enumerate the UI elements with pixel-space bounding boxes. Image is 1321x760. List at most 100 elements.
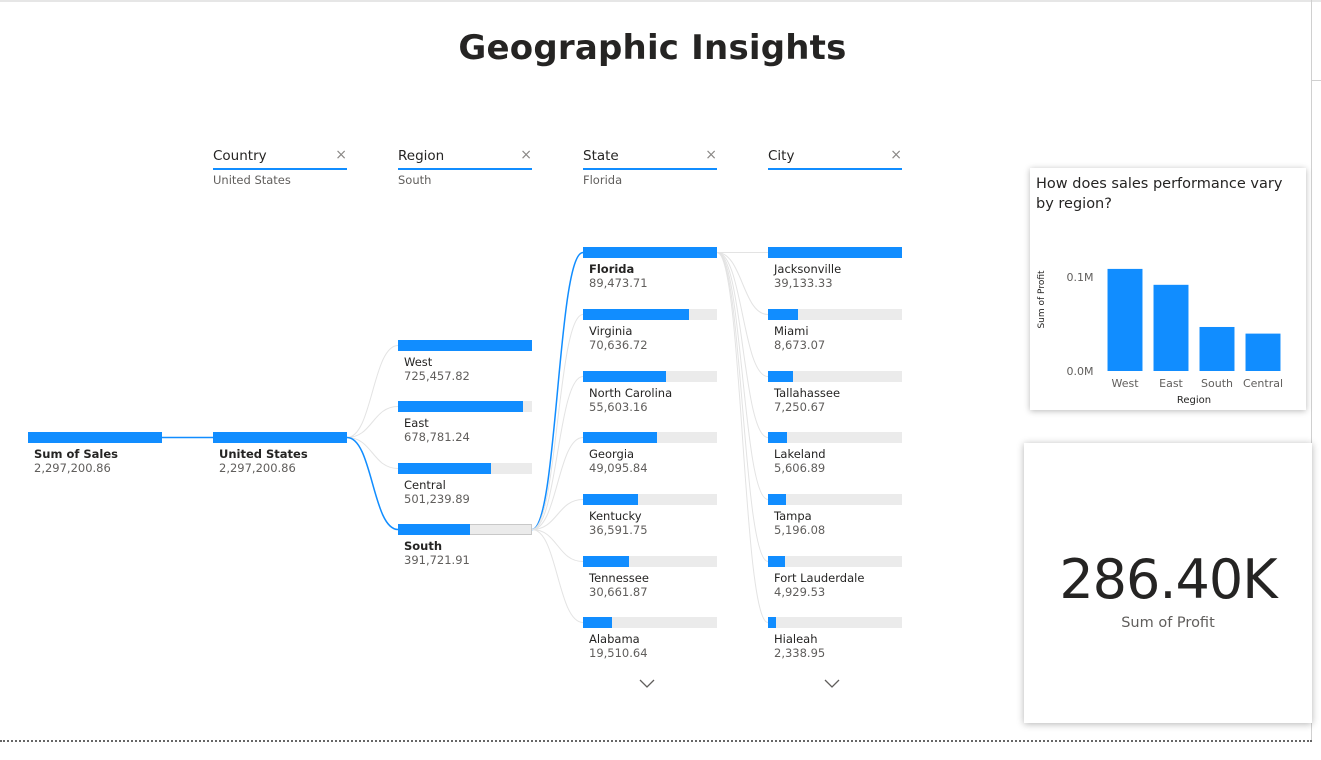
bar-fill (768, 432, 787, 443)
city-node[interactable]: Hialeah 2,338.95 (768, 617, 902, 660)
bar-track (768, 432, 902, 443)
node-value: 2,338.95 (774, 646, 826, 660)
level-selected: South (398, 173, 432, 187)
bar-chart: 0.0M 0.1M Sum of Profit West East South Centra… (1037, 268, 1283, 406)
y-axis-label: Sum of Profit (1037, 270, 1047, 329)
chevron-down-icon[interactable] (823, 677, 841, 689)
bar-east[interactable] (1153, 284, 1189, 371)
connector (716, 252, 769, 315)
city-node[interactable]: Fort Lauderdale 4,929.53 (768, 556, 902, 599)
level-header-country[interactable]: Country × United States (213, 147, 347, 188)
connector (716, 252, 769, 500)
city-node[interactable]: Jacksonville 39,133.33 (768, 247, 902, 290)
connector (716, 252, 769, 562)
bar-track (768, 494, 902, 505)
city-node[interactable]: Tampa 5,196.08 (768, 494, 902, 537)
region-node[interactable]: West 725,457.82 (398, 340, 532, 383)
region-profit-chart-card[interactable]: How does sales performance vary by regio… (1030, 168, 1306, 410)
node-label: United States (219, 447, 308, 461)
level-selected: Florida (583, 173, 623, 187)
state-node[interactable]: Florida 89,473.71 (583, 247, 717, 290)
x-tick-label: West (1111, 377, 1139, 390)
root-node[interactable]: Sum of Sales 2,297,200.86 (28, 432, 162, 475)
top-border (0, 0, 1321, 2)
node-label: Kentucky (589, 509, 642, 523)
close-icon[interactable]: × (705, 147, 717, 163)
node-value: 30,661.87 (589, 585, 648, 599)
node-label: West (404, 355, 433, 369)
level-title: Region (398, 148, 445, 164)
state-node[interactable]: Tennessee 30,661.87 (583, 556, 717, 599)
state-node[interactable]: Kentucky 36,591.75 (583, 494, 717, 537)
node-label: Miami (774, 324, 809, 338)
bar-fill (583, 247, 717, 258)
bar-fill (768, 617, 776, 628)
node-value: 8,673.07 (774, 338, 826, 352)
level-header-state[interactable]: State × Florida (583, 147, 717, 188)
node-label: Tennessee (589, 571, 649, 585)
right-border (1311, 0, 1312, 740)
state-node[interactable]: Georgia 49,095.84 (583, 432, 717, 475)
region-node[interactable]: South 391,721.91 (398, 524, 532, 567)
bar-fill (583, 371, 666, 382)
selected-connector (531, 251, 584, 531)
close-icon[interactable]: × (335, 147, 347, 163)
node-value: 501,239.89 (404, 492, 470, 506)
bar-fill (398, 401, 523, 412)
level-header-city[interactable]: City × (768, 147, 902, 188)
node-label: Jacksonville (774, 262, 842, 276)
city-node[interactable]: Tallahassee 7,250.67 (768, 371, 902, 414)
region-node[interactable]: Central 501,239.89 (398, 463, 532, 506)
city-node[interactable]: Miami 8,673.07 (768, 309, 902, 352)
connector (531, 529, 584, 623)
y-tick-label: 0.0M (1067, 365, 1094, 378)
bar-fill (768, 309, 798, 320)
connector (716, 252, 769, 438)
region-node[interactable]: East 678,781.24 (398, 401, 532, 444)
bar-track (583, 556, 717, 567)
x-tick-label: South (1201, 377, 1233, 390)
connector (716, 252, 769, 377)
node-value: 5,196.08 (774, 523, 826, 537)
bar-west[interactable] (1107, 268, 1143, 371)
city-node[interactable]: Lakeland 5,606.89 (768, 432, 902, 475)
connector (716, 252, 769, 623)
level-header-region[interactable]: Region × South (398, 147, 532, 188)
node-value: 5,606.89 (774, 461, 826, 475)
country-node[interactable]: United States 2,297,200.86 (213, 432, 347, 475)
close-icon[interactable]: × (520, 147, 532, 163)
node-value: 4,929.53 (774, 585, 826, 599)
kpi-value: 286.40K (1059, 548, 1277, 611)
bar-south[interactable] (1199, 326, 1235, 371)
x-tick-label: Central (1243, 377, 1283, 390)
node-label: Lakeland (774, 447, 826, 461)
state-node[interactable]: North Carolina 55,603.16 (583, 371, 717, 414)
node-label: Georgia (589, 447, 635, 461)
page-bottom-divider (0, 740, 1312, 742)
node-value: 36,591.75 (589, 523, 648, 537)
bar-central[interactable] (1245, 333, 1281, 371)
node-value: 678,781.24 (404, 430, 470, 444)
chevron-down-icon[interactable] (638, 677, 656, 689)
state-node[interactable]: Alabama 19,510.64 (583, 617, 717, 660)
level-underline (768, 168, 902, 170)
node-value: 725,457.82 (404, 369, 470, 383)
close-icon[interactable]: × (890, 147, 902, 163)
kpi-label: Sum of Profit (1121, 615, 1215, 631)
y-tick-label: 0.1M (1067, 271, 1094, 284)
node-value: 7,250.67 (774, 400, 826, 414)
bar-track (768, 371, 902, 382)
node-value: 89,473.71 (589, 276, 648, 290)
level-title: Country (213, 148, 267, 164)
state-node[interactable]: Virginia 70,636.72 (583, 309, 717, 352)
bar-fill (583, 432, 657, 443)
node-value: 2,297,200.86 (219, 461, 296, 475)
bar-fill (768, 494, 786, 505)
node-value: 55,603.16 (589, 400, 648, 414)
bar-track (768, 617, 902, 628)
kpi-card[interactable]: 286.40K Sum of Profit (1024, 443, 1312, 723)
node-label: Tampa (774, 509, 812, 523)
bar-track (768, 556, 902, 567)
node-label: Tallahassee (774, 386, 841, 400)
bar-fill (398, 340, 532, 351)
